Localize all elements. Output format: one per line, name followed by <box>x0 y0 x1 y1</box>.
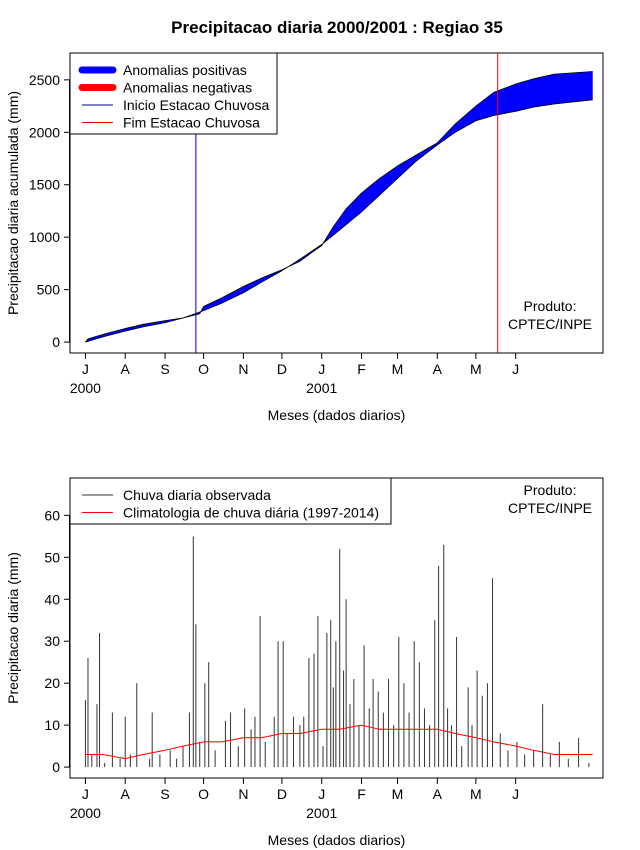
x-tick-label: J <box>82 786 89 802</box>
y-tick-label: 0 <box>52 334 60 350</box>
year-label: 2000 <box>70 380 101 396</box>
legend-box <box>69 477 392 525</box>
legend-label: Fim Estacao Chuvosa <box>123 115 260 131</box>
x-tick-label: J <box>82 361 89 377</box>
x-tick-label: J <box>512 361 519 377</box>
x-tick-label: N <box>238 786 248 802</box>
legend-label: Chuva diaria observada <box>123 487 271 503</box>
positive-anomaly-area <box>85 71 593 343</box>
chart-title: Precipitacao diaria 2000/2001 : Regiao 3… <box>171 18 503 37</box>
x-tick-label: S <box>160 361 169 377</box>
legend-label: Inicio Estacao Chuvosa <box>123 97 270 113</box>
x-tick-label: J <box>318 786 325 802</box>
x-tick-label: J <box>512 786 519 802</box>
y-tick-label: 500 <box>37 282 61 298</box>
climatology-cumulative-line <box>85 99 593 343</box>
x-tick-label: A <box>121 361 131 377</box>
x-axis-title: Meses (dados diarios) <box>268 832 406 848</box>
x-tick-label: O <box>198 361 209 377</box>
y-tick-label: 50 <box>44 549 60 565</box>
x-tick-label: A <box>121 786 131 802</box>
legend-label: Anomalias negativas <box>123 80 252 96</box>
observed-cumulative-line <box>85 71 593 343</box>
daily-panel: 0 10 20 30 40 50 60 J A S O N D J F M A M J 2000 2001 Meses (… <box>5 477 604 848</box>
y-tick-label: 2000 <box>29 124 60 140</box>
x-tick-label: O <box>198 786 209 802</box>
x-tick-label: D <box>277 786 287 802</box>
x-tick-label: F <box>357 786 366 802</box>
year-label: 2001 <box>306 805 337 821</box>
x-tick-label: D <box>277 361 287 377</box>
y-tick-label: 20 <box>44 675 60 691</box>
x-tick-label: N <box>238 361 248 377</box>
y-tick-label: 10 <box>44 717 60 733</box>
x-tick-label: A <box>433 786 443 802</box>
climatology-line <box>85 724 593 760</box>
legend-label: Climatologia de chuva diária (1997-2014) <box>123 505 379 521</box>
product-annotation: Produto: <box>524 298 577 314</box>
x-tick-label: M <box>470 786 482 802</box>
y-tick-label: 30 <box>44 633 60 649</box>
product-annotation: Produto: <box>524 482 577 498</box>
y-tick-label: 0 <box>52 759 60 775</box>
x-tick-label: M <box>392 786 404 802</box>
legend-label: Anomalias positivas <box>123 62 247 78</box>
x-tick-label: S <box>160 786 169 802</box>
x-tick-label: M <box>392 361 404 377</box>
x-axis-title: Meses (dados diarios) <box>268 407 406 423</box>
y-axis-title: Precipitacao diaria acumulada (mm) <box>5 91 21 315</box>
y-axis-title: Precipitacao diaria (mm) <box>5 552 21 704</box>
product-annotation: CPTEC/INPE <box>508 316 592 332</box>
year-label: 2000 <box>70 805 101 821</box>
product-annotation: CPTEC/INPE <box>508 500 592 516</box>
y-tick-label: 1500 <box>29 177 60 193</box>
y-tick-label: 2500 <box>29 72 60 88</box>
y-tick-label: 40 <box>44 591 60 607</box>
x-tick-label: F <box>357 361 366 377</box>
x-tick-label: M <box>470 361 482 377</box>
x-tick-label: J <box>318 361 325 377</box>
y-tick-label: 60 <box>44 507 60 523</box>
x-tick-label: A <box>433 361 443 377</box>
y-tick-label: 1000 <box>29 229 60 245</box>
cumulative-panel: 0 500 1000 1500 2000 2500 J A S O N D J F M A M J 2000 2001… <box>5 52 604 423</box>
year-label: 2001 <box>306 380 337 396</box>
